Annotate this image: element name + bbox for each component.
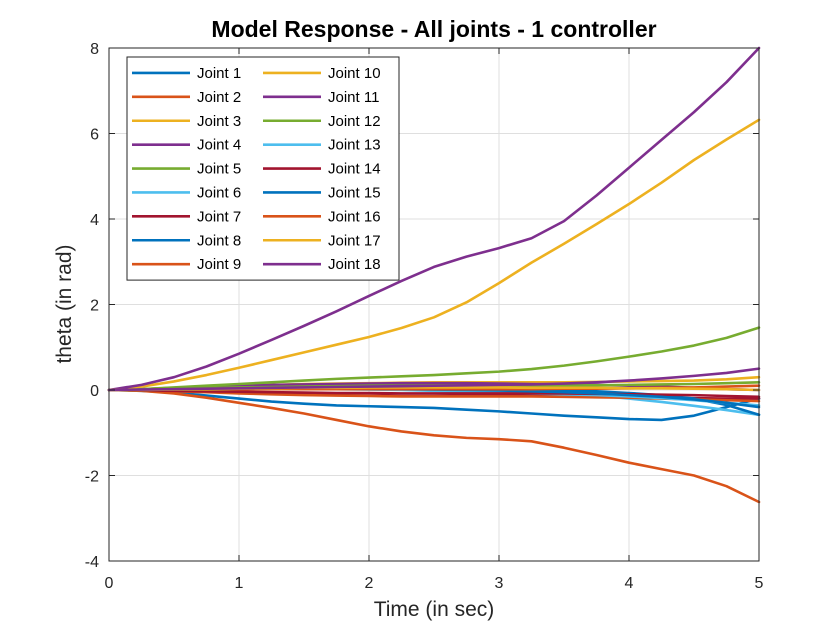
- y-axis-label: theta (in rad): [53, 244, 76, 363]
- legend-label-3: Joint 3: [197, 113, 241, 130]
- legend-label-11: Joint 11: [328, 89, 379, 106]
- legend-label-16: Joint 16: [328, 208, 381, 225]
- legend: Joint 1 Joint 2 Joint 3 Joint 4 Joint 5 Joint…: [126, 56, 400, 281]
- legend-label-6: Joint 6: [197, 184, 241, 201]
- x-tick-labels: 0 1 2 3 4 5: [105, 575, 764, 592]
- chart-title: Model Response - All joints - 1 controll…: [211, 16, 656, 42]
- legend-label-18: Joint 18: [328, 256, 381, 273]
- legend-label-9: Joint 9: [197, 256, 241, 273]
- legend-label-7: Joint 7: [197, 208, 241, 225]
- series-line-2: [107, 388, 761, 504]
- y-tick-label: 0: [90, 383, 99, 400]
- series-line-5: [107, 326, 761, 392]
- y-tick-label: 4: [90, 212, 99, 229]
- x-tick-label: 4: [625, 575, 634, 592]
- x-tick-label: 2: [365, 575, 374, 592]
- y-tick-label: -2: [85, 469, 99, 486]
- axes: [108, 47, 760, 562]
- series-line-10: [107, 118, 761, 392]
- series-line-11: [107, 46, 761, 392]
- series-lines: [107, 46, 761, 504]
- legend-label-1: Joint 1: [197, 65, 241, 82]
- x-tick-label: 0: [105, 575, 114, 592]
- y-tick-label: 2: [90, 298, 99, 315]
- legend-label-15: Joint 15: [328, 184, 381, 201]
- series-line-18: [107, 367, 761, 392]
- y-tick-label: 6: [90, 127, 99, 144]
- legend-label-10: Joint 10: [328, 65, 381, 82]
- legend-label-13: Joint 13: [328, 137, 381, 154]
- y-tick-label: 8: [90, 41, 99, 58]
- series-line-14: [107, 388, 761, 399]
- series-line-1: [107, 388, 761, 422]
- legend-label-14: Joint 14: [328, 161, 381, 178]
- x-axis-label: Time (in sec): [374, 598, 495, 621]
- y-tick-label: -4: [85, 554, 99, 571]
- x-tick-label: 5: [755, 575, 764, 592]
- y-tick-labels: -4 -2 0 2 4 6 8: [85, 41, 99, 571]
- legend-label-4: Joint 4: [197, 137, 241, 154]
- legend-label-5: Joint 5: [197, 161, 241, 178]
- x-tick-label: 1: [235, 575, 244, 592]
- legend-label-17: Joint 17: [328, 232, 381, 249]
- x-tick-label: 3: [495, 575, 504, 592]
- legend-label-8: Joint 8: [197, 232, 241, 249]
- legend-label-2: Joint 2: [197, 89, 241, 106]
- legend-label-12: Joint 12: [328, 113, 381, 130]
